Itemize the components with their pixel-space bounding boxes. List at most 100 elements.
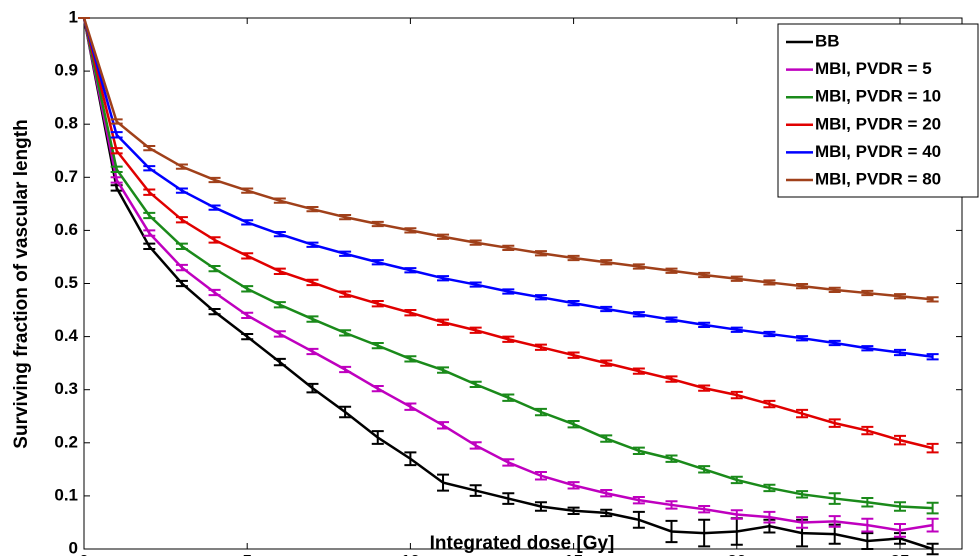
error-bar bbox=[926, 501, 939, 515]
error-bar bbox=[534, 343, 547, 351]
error-bar bbox=[371, 259, 384, 266]
error-bar bbox=[143, 165, 156, 172]
error-bar bbox=[339, 214, 352, 221]
error-bar bbox=[175, 263, 188, 272]
error-bar bbox=[273, 267, 286, 275]
error-bar bbox=[828, 515, 841, 528]
y-tick-label: 0.4 bbox=[54, 326, 78, 345]
error-bar bbox=[600, 434, 613, 443]
error-bar bbox=[534, 407, 547, 417]
error-bar bbox=[241, 219, 254, 226]
error-bar bbox=[698, 504, 711, 514]
y-tick-label: 0 bbox=[69, 538, 78, 556]
error-bar bbox=[110, 147, 123, 155]
error-bar bbox=[828, 492, 841, 505]
error-bar bbox=[208, 236, 221, 244]
error-bar bbox=[469, 441, 482, 450]
error-bar bbox=[306, 347, 319, 356]
error-bar bbox=[698, 271, 711, 279]
error-bar bbox=[241, 311, 254, 320]
error-bar bbox=[208, 204, 221, 211]
error-bar bbox=[665, 375, 678, 383]
legend-label: MBI, PVDR = 20 bbox=[815, 114, 941, 133]
error-bar bbox=[567, 506, 580, 515]
error-bar bbox=[469, 281, 482, 288]
error-bar bbox=[502, 393, 515, 402]
error-bar bbox=[110, 131, 123, 139]
error-bar bbox=[143, 144, 156, 152]
y-tick-label: 0.9 bbox=[54, 61, 78, 80]
x-axis-label: Integrated dose [Gy] bbox=[430, 533, 615, 554]
legend-box bbox=[777, 23, 979, 198]
y-tick-label: 0.7 bbox=[54, 167, 78, 186]
error-bar bbox=[241, 332, 254, 341]
error-bar bbox=[143, 242, 156, 250]
error-bar bbox=[926, 353, 939, 361]
error-bar bbox=[861, 517, 874, 533]
legend-label: MBI, PVDR = 40 bbox=[815, 142, 941, 161]
error-bar bbox=[175, 242, 188, 250]
error-bar bbox=[763, 483, 776, 493]
error-bar bbox=[730, 326, 743, 333]
error-bar bbox=[632, 510, 645, 529]
error-bar bbox=[306, 206, 319, 213]
error-bar bbox=[208, 288, 221, 297]
error-bar bbox=[339, 250, 352, 257]
error-bar bbox=[828, 286, 841, 293]
y-tick-label: 1 bbox=[69, 7, 78, 26]
error-bar bbox=[241, 285, 254, 293]
error-bar bbox=[110, 176, 123, 184]
error-bar bbox=[306, 382, 319, 394]
error-bar bbox=[241, 252, 254, 260]
error-bar bbox=[469, 380, 482, 389]
error-bar bbox=[632, 446, 645, 455]
error-bar bbox=[339, 405, 352, 419]
error-bar bbox=[600, 359, 613, 367]
error-bar bbox=[241, 187, 254, 194]
error-bar bbox=[698, 465, 711, 474]
error-bar bbox=[632, 495, 645, 505]
error-bar bbox=[502, 458, 515, 467]
error-bar bbox=[469, 326, 482, 334]
error-bar bbox=[437, 421, 450, 430]
error-bar bbox=[143, 229, 156, 237]
y-tick-label: 0.6 bbox=[54, 220, 78, 239]
error-bar bbox=[469, 239, 482, 246]
x-tick-label: 20 bbox=[727, 551, 746, 556]
error-bar bbox=[796, 516, 809, 529]
error-bar bbox=[502, 288, 515, 295]
x-tick-label: 25 bbox=[891, 551, 910, 556]
error-bar bbox=[110, 118, 123, 125]
error-bar bbox=[404, 355, 417, 363]
error-bar bbox=[404, 227, 417, 234]
error-bar bbox=[893, 501, 906, 512]
error-bar bbox=[730, 475, 743, 485]
error-bar bbox=[861, 425, 874, 436]
error-bar bbox=[763, 330, 776, 338]
error-bar bbox=[926, 296, 939, 303]
error-bar bbox=[143, 188, 156, 196]
error-bar bbox=[926, 517, 939, 533]
error-bar bbox=[534, 471, 547, 481]
error-bar bbox=[175, 187, 188, 194]
error-bar bbox=[893, 348, 906, 357]
y-tick-label: 0.1 bbox=[54, 485, 78, 504]
error-bar bbox=[371, 341, 384, 350]
error-bar bbox=[404, 402, 417, 411]
error-bar bbox=[665, 500, 678, 510]
error-bar bbox=[926, 542, 939, 556]
legend-label: MBI, PVDR = 5 bbox=[815, 59, 932, 78]
error-bar bbox=[208, 307, 221, 316]
error-bar bbox=[730, 509, 743, 520]
error-bar bbox=[534, 250, 547, 257]
error-bar bbox=[698, 321, 711, 329]
error-bar bbox=[828, 339, 841, 347]
legend-label: MBI, PVDR = 10 bbox=[815, 87, 941, 106]
error-bar bbox=[143, 211, 156, 220]
error-bar bbox=[893, 293, 906, 300]
error-bar bbox=[698, 384, 711, 392]
error-bar bbox=[600, 305, 613, 313]
error-bar bbox=[339, 329, 352, 337]
legend-label: BB bbox=[815, 31, 840, 50]
error-bar bbox=[339, 365, 352, 374]
